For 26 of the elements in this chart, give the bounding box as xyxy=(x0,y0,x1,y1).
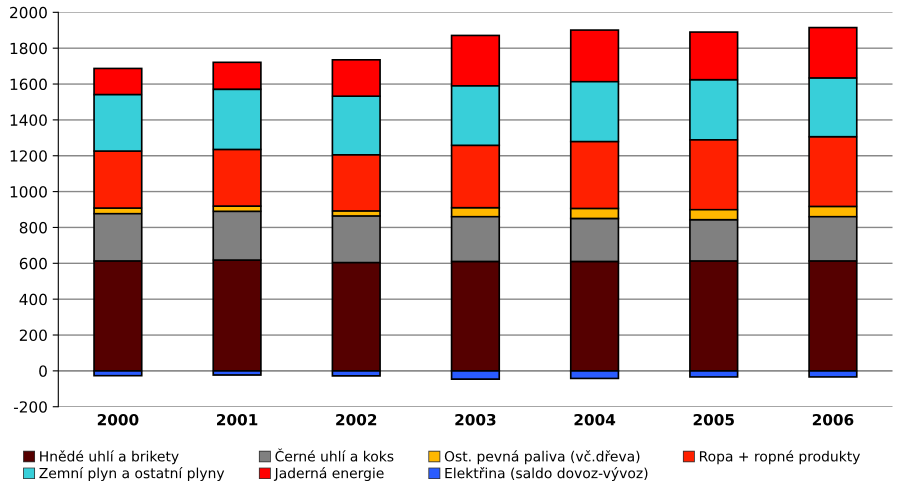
x-tick-label: 2005 xyxy=(694,414,734,426)
y-tick-label: 2000 xyxy=(10,6,47,18)
y-tick-label: 1600 xyxy=(10,78,47,90)
y-tick-label: 200 xyxy=(20,329,47,342)
x-tick-label: 2000 xyxy=(98,414,138,426)
x-tick-label: 2004 xyxy=(574,414,616,426)
x-tick-label: 2003 xyxy=(455,414,496,426)
y-tick-label: 400 xyxy=(19,294,47,306)
y-tick-label: 0 xyxy=(39,365,47,377)
y-tick-label: 600 xyxy=(20,258,47,270)
x-tick-label: 2006 xyxy=(812,414,854,426)
y-tick-label: 1200 xyxy=(10,150,47,162)
legend-label: Jaderná energie xyxy=(274,467,384,482)
legend-label: Elektřina (saldo dovoz-vývoz) xyxy=(445,467,648,482)
y-tick-label: 1000 xyxy=(10,186,47,198)
legend-label: Ropa + ropné produkty xyxy=(700,450,860,464)
legend-label: Zemní plyn a ostatní plyny xyxy=(39,467,224,482)
x-tick-label: 2001 xyxy=(217,414,258,426)
legend-label: Černé uhlí a koks xyxy=(275,448,394,462)
legend-label: Ost. pevná paliva (vč.dřeva) xyxy=(444,450,640,464)
legend-label: Hnědé uhlí a brikety xyxy=(40,450,179,464)
y-tick-label: -200 xyxy=(14,401,47,413)
x-tick-label: 2002 xyxy=(336,414,376,426)
y-tick-label: 1400 xyxy=(10,114,47,126)
y-tick-label: 800 xyxy=(20,222,47,234)
y-tick-label: 1800 xyxy=(10,42,47,54)
